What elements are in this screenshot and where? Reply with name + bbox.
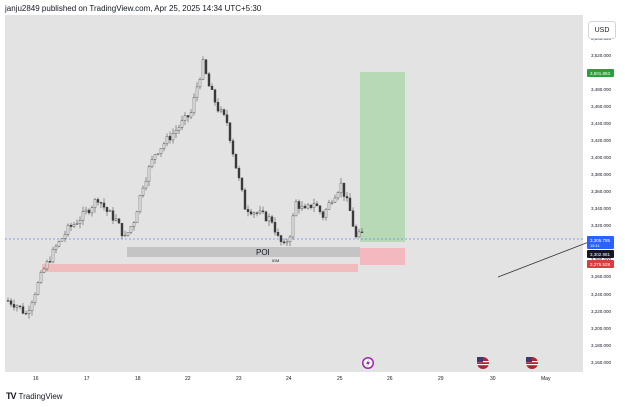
time-scale[interactable]: [5, 372, 583, 386]
tradingview-logo-icon[interactable]: TV: [6, 391, 16, 401]
price-scale[interactable]: [583, 15, 625, 372]
chart-pane[interactable]: [5, 15, 583, 372]
publish-info: janju2849 published on TradingView.com, …: [5, 4, 262, 13]
currency-button[interactable]: USD: [588, 21, 616, 39]
footer-brand[interactable]: TradingView: [18, 391, 63, 401]
footer: TV TradingView: [6, 389, 63, 403]
